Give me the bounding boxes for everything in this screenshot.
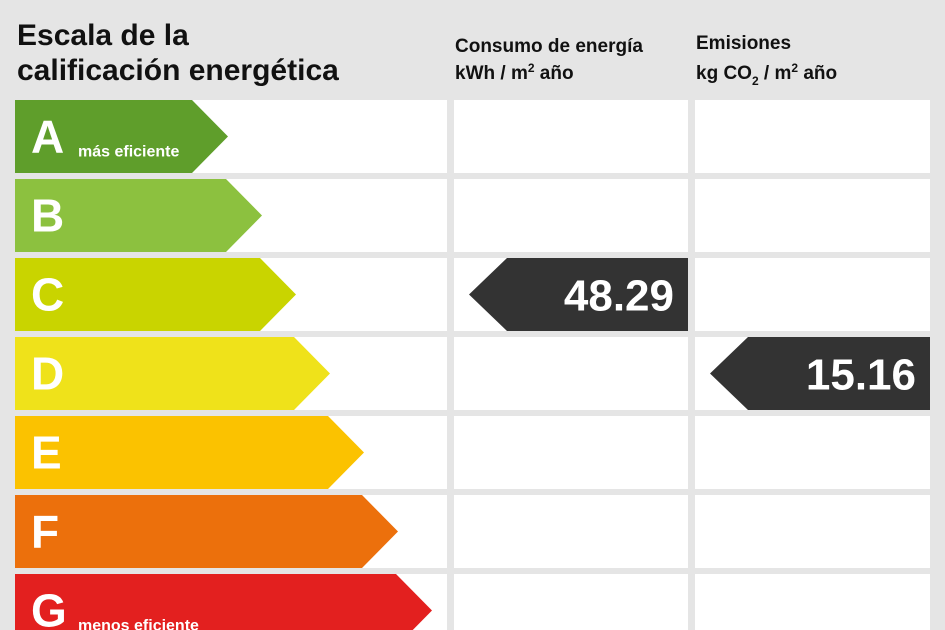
unit-sup: 2 [528, 61, 535, 75]
rating-arrow [15, 416, 364, 489]
unit-part: año [798, 63, 837, 84]
rating-letter: D [31, 348, 64, 400]
rating-note: menos eficiente [78, 618, 199, 630]
cell [454, 337, 688, 410]
cell [695, 574, 930, 630]
rating-arrow [15, 495, 398, 568]
unit-part: / m [759, 63, 792, 84]
cell [695, 258, 930, 331]
rating-arrow [15, 179, 262, 252]
column-header: Emisiones [696, 33, 791, 54]
unit-sup: 2 [791, 61, 798, 75]
column-unit: kg CO2 / m2 año [696, 61, 837, 88]
rating-arrow [15, 337, 330, 410]
cell [454, 100, 688, 173]
rating-arrow [15, 100, 228, 173]
column-unit: kWh / m2 año [455, 61, 574, 84]
value-arrow [469, 258, 688, 331]
title-line: Escala de la [17, 19, 189, 52]
value-label: 15.16 [806, 351, 916, 400]
rating-note: más eficiente [78, 144, 179, 161]
cell [695, 179, 930, 252]
unit-part: año [535, 63, 574, 84]
value-label: 48.29 [564, 272, 674, 321]
title-line: calificación energética [17, 54, 339, 87]
cell [454, 495, 688, 568]
rating-letter: G [31, 585, 67, 630]
cell [695, 100, 930, 173]
rating-letter: F [31, 506, 59, 558]
rating-arrow [15, 574, 432, 630]
cell [695, 495, 930, 568]
cell [695, 416, 930, 489]
rating-letter: B [31, 190, 64, 242]
rating-letter: C [31, 269, 64, 321]
rating-letter: E [31, 427, 62, 479]
column-header: Consumo de energía [455, 36, 643, 57]
cell [454, 574, 688, 630]
cell [454, 179, 688, 252]
rating-arrow [15, 258, 296, 331]
value-arrow [710, 337, 930, 410]
unit-part: kg CO [696, 63, 752, 84]
rating-letter: A [31, 111, 64, 163]
cell [454, 416, 688, 489]
unit-sub: 2 [752, 74, 759, 88]
unit-part: kWh / m [455, 63, 528, 84]
